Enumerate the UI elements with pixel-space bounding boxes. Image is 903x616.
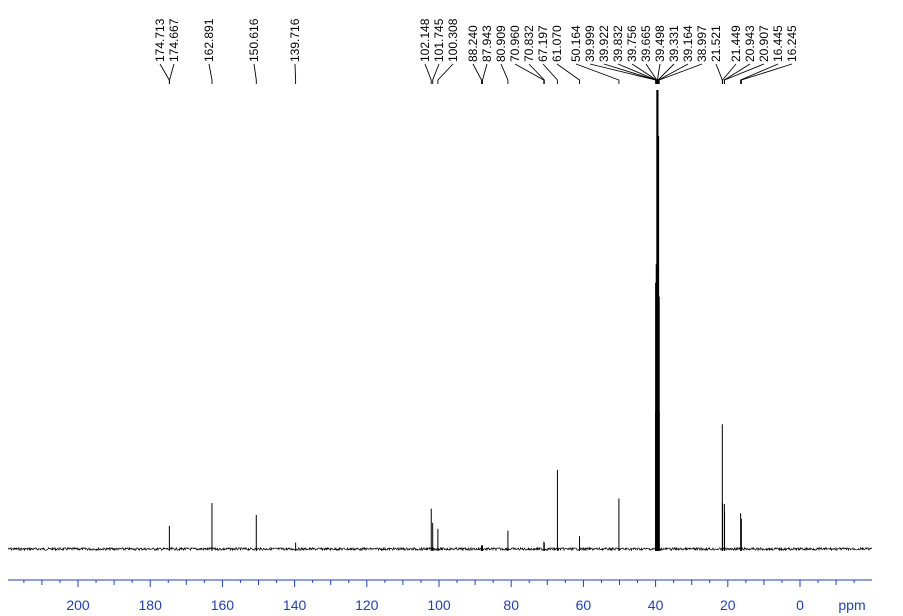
peak-label: 50.164 xyxy=(569,25,583,62)
peak-leader-line xyxy=(722,63,737,84)
peak-leader-line xyxy=(424,63,432,84)
peak-leader-line xyxy=(169,63,175,84)
x-tick-label: 120 xyxy=(355,597,379,613)
peak-label: 67.197 xyxy=(536,25,550,62)
peak-label: 174.667 xyxy=(167,18,181,62)
peak-leader-line xyxy=(724,63,765,84)
peak-leader-line xyxy=(658,63,703,84)
x-tick-label: 20 xyxy=(720,597,736,613)
peak-label: 39.164 xyxy=(681,25,695,62)
x-axis: 200 180 160 140 120 100 80 60 40 20 0 ppm xyxy=(8,579,872,613)
peak-leader-line xyxy=(514,63,545,84)
peak-label: 38.997 xyxy=(695,25,709,62)
x-unit-label: ppm xyxy=(838,597,865,613)
peak-label: 20.907 xyxy=(757,25,771,62)
peak-label-layer: 174.713 174.667 162.891 150.616 139.716 102.1… xyxy=(153,18,799,84)
peak-label: 16.245 xyxy=(785,25,799,62)
peak-leader-line xyxy=(589,63,657,84)
peak-leader-line xyxy=(294,63,297,84)
x-tick-label: 180 xyxy=(139,597,163,613)
peak-leader-line xyxy=(432,63,440,84)
peak-label: 100.308 xyxy=(446,18,460,62)
peak-label: 174.713 xyxy=(153,18,167,62)
peak-label: 102.148 xyxy=(418,18,432,62)
peak-leader-line xyxy=(542,63,558,84)
peak-leader-line xyxy=(740,63,779,84)
x-tick-label: 0 xyxy=(796,597,804,613)
peak-label: 88.240 xyxy=(466,25,480,62)
peak-label: 39.832 xyxy=(611,25,625,62)
x-tick-label: 100 xyxy=(427,597,451,613)
peak-label: 162.891 xyxy=(202,18,216,62)
peak-leader-line xyxy=(208,63,213,84)
peak-label: 80.909 xyxy=(494,25,508,62)
peak-label: 70.832 xyxy=(522,25,536,62)
peak-label: 39.756 xyxy=(625,25,639,62)
peak-leader-line xyxy=(645,63,658,84)
x-tick-label: 60 xyxy=(576,597,592,613)
peak-leader-line xyxy=(740,63,793,84)
peak-label: 39.331 xyxy=(667,25,681,62)
peak-leader-line xyxy=(723,63,751,84)
peak-label: 61.070 xyxy=(550,25,564,62)
spectrum-layer xyxy=(7,90,873,552)
peak-label: 21.449 xyxy=(729,25,743,62)
peak-label: 20.943 xyxy=(743,25,757,62)
peak-leader-line xyxy=(472,63,482,84)
peak-leader-line xyxy=(437,63,454,84)
peak-leader-line xyxy=(656,63,661,84)
peak-label: 139.716 xyxy=(288,18,302,62)
peak-label: 150.616 xyxy=(247,18,261,62)
x-tick-label: 200 xyxy=(66,597,90,613)
peak-leader-line xyxy=(715,63,723,84)
peak-leader-line xyxy=(575,63,620,84)
x-tick-label: 140 xyxy=(283,597,307,613)
peak-label: 70.960 xyxy=(508,25,522,62)
peak-label: 39.922 xyxy=(597,25,611,62)
peak-leader-line xyxy=(500,63,509,84)
peak-leader-line xyxy=(658,63,689,84)
peak-leader-line xyxy=(657,63,675,84)
peak-label: 87.943 xyxy=(480,25,494,62)
x-tick-label: 80 xyxy=(503,597,519,613)
peak-label: 39.999 xyxy=(583,25,597,62)
peak-leader-line xyxy=(556,63,580,84)
peak-leader-line xyxy=(159,63,170,84)
peak-label: 39.498 xyxy=(653,25,667,62)
x-tick-label: 160 xyxy=(211,597,235,613)
peak-label: 101.745 xyxy=(432,18,446,62)
peak-leader-line xyxy=(528,63,545,84)
peak-leader-line xyxy=(482,63,488,84)
x-tick-label: 40 xyxy=(648,597,664,613)
peak-leader-line xyxy=(253,63,257,84)
peak-label: 16.445 xyxy=(771,25,785,62)
spectrum-baseline xyxy=(7,546,873,552)
peak-label: 39.665 xyxy=(639,25,653,62)
peak-label: 21.521 xyxy=(709,25,723,62)
